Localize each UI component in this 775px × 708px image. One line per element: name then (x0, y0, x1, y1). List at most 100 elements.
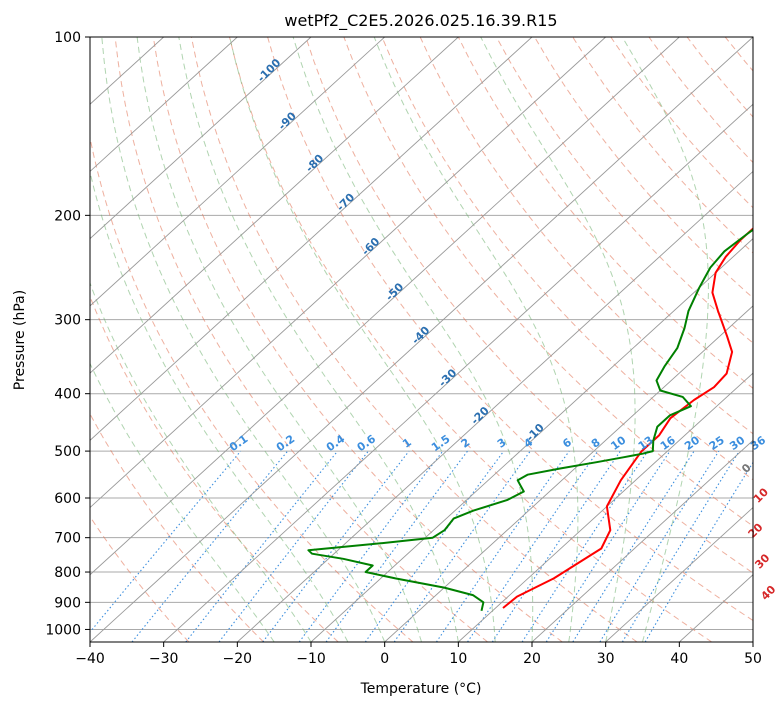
dry-adiabat (724, 37, 753, 72)
isotherm-label: -70 (334, 191, 357, 214)
mixing-ratio-label: 1 (400, 436, 414, 451)
dry-adiabat-label: 0 (739, 461, 754, 476)
isotherm-line (384, 305, 753, 642)
pressure-gridlines (90, 37, 753, 630)
temperature-profile (502, 227, 753, 609)
dry-adiabat (90, 515, 190, 642)
moist-adiabat (373, 37, 579, 642)
y-tick-label: 200 (54, 208, 81, 224)
x-tick-label: 0 (380, 651, 389, 667)
x-tick-label: 40 (670, 651, 688, 667)
mixing-ratio-line (572, 450, 695, 642)
isotherm-line (90, 37, 312, 240)
x-tick-label: −40 (75, 651, 105, 667)
dry-adiabat-label: 40 (758, 583, 775, 603)
moist-adiabats (90, 37, 709, 642)
mixing-ratio-line (467, 450, 599, 642)
dry-adiabat (90, 412, 264, 642)
mixing-ratio-label: 2 (459, 436, 473, 451)
isotherm-line (90, 37, 753, 642)
y-tick-label: 800 (54, 565, 81, 581)
dry-adiabat (572, 37, 753, 254)
x-axis: −40 −30 −20 −10 0 10 20 30 40 50 (75, 642, 762, 667)
x-tick-label: 30 (597, 651, 615, 667)
mixing-ratio-line (621, 450, 740, 642)
moist-adiabat (136, 37, 422, 642)
isotherm-label: -20 (468, 404, 491, 427)
dry-adiabat (495, 37, 753, 344)
dry-adiabat (534, 37, 753, 299)
isotherm-line (458, 372, 753, 642)
isotherm-label: -60 (359, 235, 382, 258)
mixing-ratio-line (521, 450, 649, 642)
y-tick-label: 900 (54, 595, 81, 611)
isotherm-line (237, 170, 753, 642)
isotherm-line (605, 506, 753, 642)
plot-area: -100-90-80-70-60-50-40-30-20-10 (90, 37, 775, 642)
mixing-ratio-line (491, 450, 621, 642)
mixing-ratio-line (545, 450, 671, 642)
dry-adiabat (90, 295, 339, 642)
dry-adiabat (381, 37, 753, 481)
isotherm-line (163, 103, 753, 642)
moist-adiabat (101, 37, 386, 642)
dry-adiabat (90, 135, 414, 642)
moist-adiabat (90, 362, 275, 642)
plot-frame (89, 36, 754, 643)
y-tick-label: 500 (54, 444, 81, 460)
y-axis: 100 200 300 400 500 600 700 800 900 1000 (45, 30, 90, 638)
isotherm-line (90, 37, 606, 509)
mixing-ratio-line (262, 450, 410, 642)
x-tick-label: 50 (744, 651, 762, 667)
mixing-ratio-lines (90, 450, 753, 642)
isotherm-label: -100 (255, 56, 284, 85)
isotherm-label: -80 (303, 151, 326, 174)
isotherm-line (90, 37, 385, 307)
dry-adiabat (419, 37, 753, 435)
mixing-ratio-label: 10 (608, 433, 628, 453)
dry-adiabat (763, 37, 775, 642)
mixing-ratio-line (298, 450, 444, 642)
moist-adiabat (292, 37, 534, 642)
mixing-ratio-line (185, 450, 339, 642)
x-tick-label: −20 (223, 651, 253, 667)
chart-title: wetPf2_C2E5.2026.025.16.39.R15 (284, 11, 557, 31)
mixing-ratio-label: 16 (658, 433, 678, 453)
x-tick-label: −10 (296, 651, 326, 667)
isotherm-line (752, 641, 753, 642)
moist-adiabat (480, 37, 636, 642)
mixing-ratio-line (90, 450, 242, 633)
dry-adiabat (343, 37, 753, 527)
dry-adiabat (267, 37, 753, 622)
y-tick-label: 700 (54, 531, 81, 547)
mixing-ratio-line (435, 450, 570, 642)
mixing-ratio-label: 25 (707, 433, 727, 452)
moist-adiabat (90, 169, 349, 642)
dry-adiabat (610, 37, 753, 209)
isotherm-line (90, 37, 533, 441)
mixing-ratio-line (599, 450, 720, 642)
isotherm-line (90, 37, 238, 173)
dry-adiabat-label: 30 (752, 551, 772, 571)
y-tick-label: 300 (54, 313, 81, 329)
mixing-ratio-line (364, 450, 505, 642)
y-tick-label: 400 (54, 387, 81, 403)
mixing-ratio-label: 20 (682, 433, 702, 453)
dewpoint-profile (307, 228, 753, 612)
dry-adiabat (305, 37, 753, 574)
mixing-ratio-label: 3 (495, 436, 509, 451)
x-tick-label: 10 (449, 651, 467, 667)
mixing-ratio-line (131, 450, 289, 642)
moist-adiabat (229, 37, 496, 642)
dry-adiabat (152, 37, 563, 642)
isotherm-label: -30 (436, 366, 459, 389)
moist-adiabat (621, 37, 709, 642)
x-axis-label: Temperature (°C) (360, 681, 482, 697)
sounding-series (307, 227, 753, 612)
dry-adiabat (114, 37, 488, 642)
x-tick-label: −30 (149, 651, 179, 667)
mixing-ratio-label: 30 (727, 433, 747, 453)
isotherms (90, 37, 753, 642)
y-tick-label: 600 (54, 491, 81, 507)
